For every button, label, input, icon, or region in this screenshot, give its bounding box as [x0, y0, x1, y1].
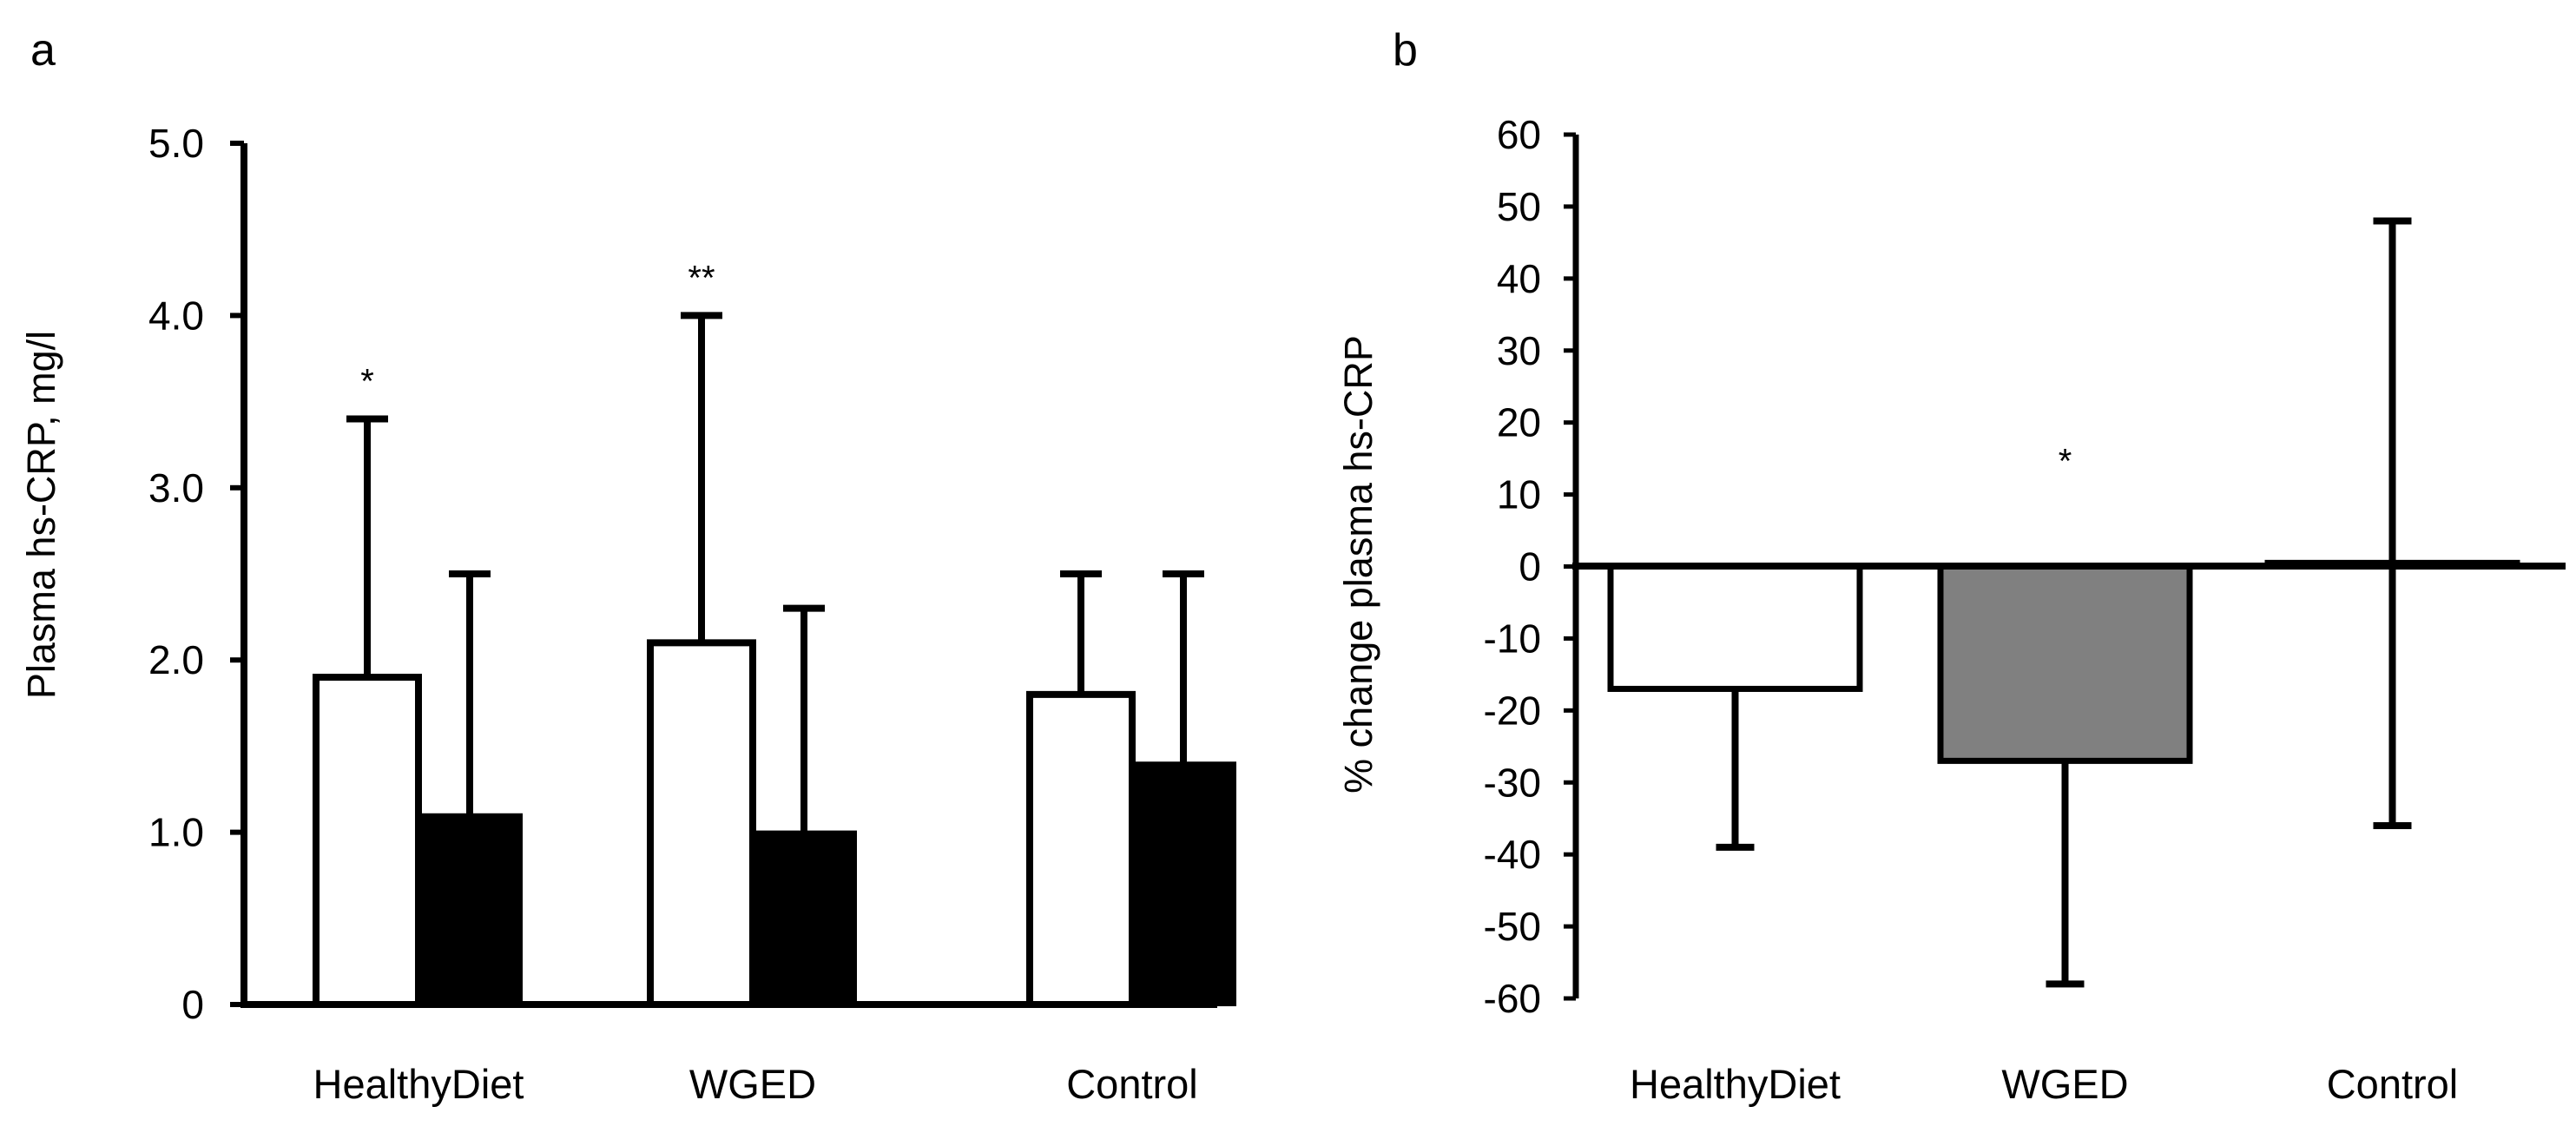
panel-b-y-tick-label: -50 [1484, 904, 1541, 949]
panel-b-y-axis-title: % change plasma hs-CRP [1336, 335, 1380, 794]
panel-a-bar-healthydiet-open [313, 674, 422, 1008]
panel-b-y-tick-label: 30 [1497, 328, 1541, 373]
panel-b-category-labels: HealthyDiet WGED Control [1630, 1061, 2458, 1107]
panel-a-category-label-healthydiet: HealthyDiet [313, 1061, 524, 1107]
panel-a-bar-healthydiet-filled [417, 813, 523, 1007]
panel-b-category-label-wged: WGED [2001, 1061, 2128, 1107]
panel-a-y-ticks: 0 1.0 2.0 3.0 4.0 5.0 [148, 121, 244, 1027]
panel-a-y-tick-label: 1.0 [148, 810, 204, 855]
panel-b-bars [1607, 559, 2520, 764]
panel-a-y-tick-label: 3.0 [148, 465, 204, 511]
panel-a-category-labels: HealthyDiet WGED Control [313, 1061, 1198, 1107]
panel-b-significance-wged: * [2059, 443, 2072, 481]
panel-b-y-ticks: -60 -50 -40 -30 -20 -10 0 10 20 30 40 50 60 [1484, 112, 1576, 1021]
panel-a-error-bars [346, 312, 1204, 833]
panel-a-y-axis-title: Plasma hs-CRP, mg/l [19, 331, 63, 699]
panel-a-chart: a Plasma hs-CRP, mg/l 0 1.0 2.0 3.0 4.0 5.0 H… [19, 25, 1236, 1107]
panel-b-bar-healthydiet [1607, 563, 1863, 692]
panel-b-y-tick-label: -20 [1484, 688, 1541, 733]
panel-b-chart: b % change plasma hs-CRP -60 -50 -40 -30 -20… [1336, 25, 2566, 1107]
panel-b-y-tick-label: 60 [1497, 112, 1541, 157]
panel-a-category-label-wged: WGED [689, 1061, 816, 1107]
panel-a-annotations: *** [360, 259, 715, 400]
panel-a-bar-wged-open [647, 639, 756, 1008]
panel-a-bar-wged-filled [751, 830, 857, 1006]
panel-b-y-tick-label: -40 [1484, 832, 1541, 877]
panel-b-y-tick-label: 10 [1497, 472, 1541, 517]
panel-a-significance-wged: ** [688, 259, 715, 297]
panel-a-bars [313, 639, 1236, 1008]
panel-b-y-tick-label: 20 [1497, 400, 1541, 445]
panel-b-y-tick-label: -60 [1484, 976, 1541, 1021]
panel-a-y-tick-label: 4.0 [148, 293, 204, 338]
panel-b-error-bars [1716, 217, 2412, 988]
panel-b-y-tick-label: 40 [1497, 256, 1541, 301]
panel-a-y-tick-label: 5.0 [148, 121, 204, 166]
panel-a-y-tick-label: 0 [181, 982, 204, 1027]
panel-b-category-label-healthydiet: HealthyDiet [1630, 1061, 1841, 1107]
panel-a-category-label-control: Control [1066, 1061, 1198, 1107]
panel-b-y-tick-label: -10 [1484, 616, 1541, 661]
panel-b-annotations: * [2059, 443, 2072, 481]
panel-a-label: a [30, 25, 56, 76]
panel-b-bar-wged [1937, 563, 2193, 764]
panel-b-y-tick-label: -30 [1484, 760, 1541, 805]
panel-b-category-label-control: Control [2327, 1061, 2459, 1107]
panel-a-y-tick-label: 2.0 [148, 637, 204, 682]
panel-b-label: b [1393, 25, 1418, 76]
panel-a-significance-healthydiet: * [360, 362, 374, 400]
panel-b-y-tick-label: 50 [1497, 184, 1541, 229]
panel-a-bar-control-open [1026, 690, 1136, 1008]
panel-b-y-tick-label: 0 [1519, 544, 1541, 590]
panel-a-bar-control-filled [1130, 761, 1236, 1006]
